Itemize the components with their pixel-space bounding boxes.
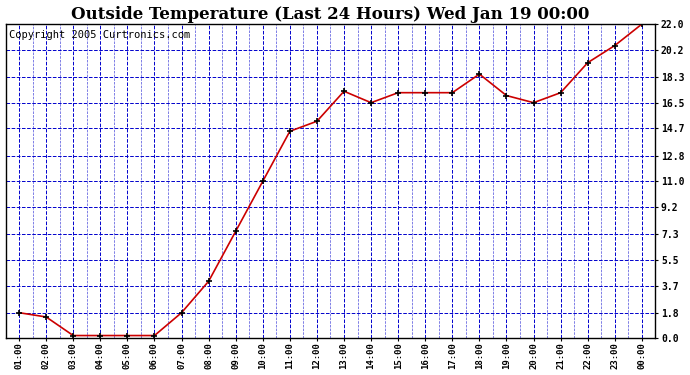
Text: Copyright 2005 Curtronics.com: Copyright 2005 Curtronics.com [9, 30, 190, 40]
Title: Outside Temperature (Last 24 Hours) Wed Jan 19 00:00: Outside Temperature (Last 24 Hours) Wed … [71, 6, 590, 22]
